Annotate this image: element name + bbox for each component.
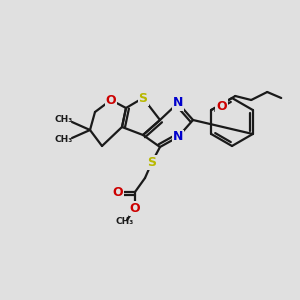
Text: CH₃: CH₃: [116, 217, 134, 226]
Text: N: N: [173, 130, 183, 143]
Text: S: S: [148, 155, 157, 169]
Text: O: O: [106, 94, 116, 106]
Text: S: S: [139, 92, 148, 104]
Text: CH₃: CH₃: [55, 116, 73, 124]
Text: CH₃: CH₃: [55, 136, 73, 145]
Text: N: N: [173, 97, 183, 110]
Text: O: O: [113, 185, 123, 199]
Text: O: O: [216, 100, 226, 112]
Text: O: O: [130, 202, 140, 214]
